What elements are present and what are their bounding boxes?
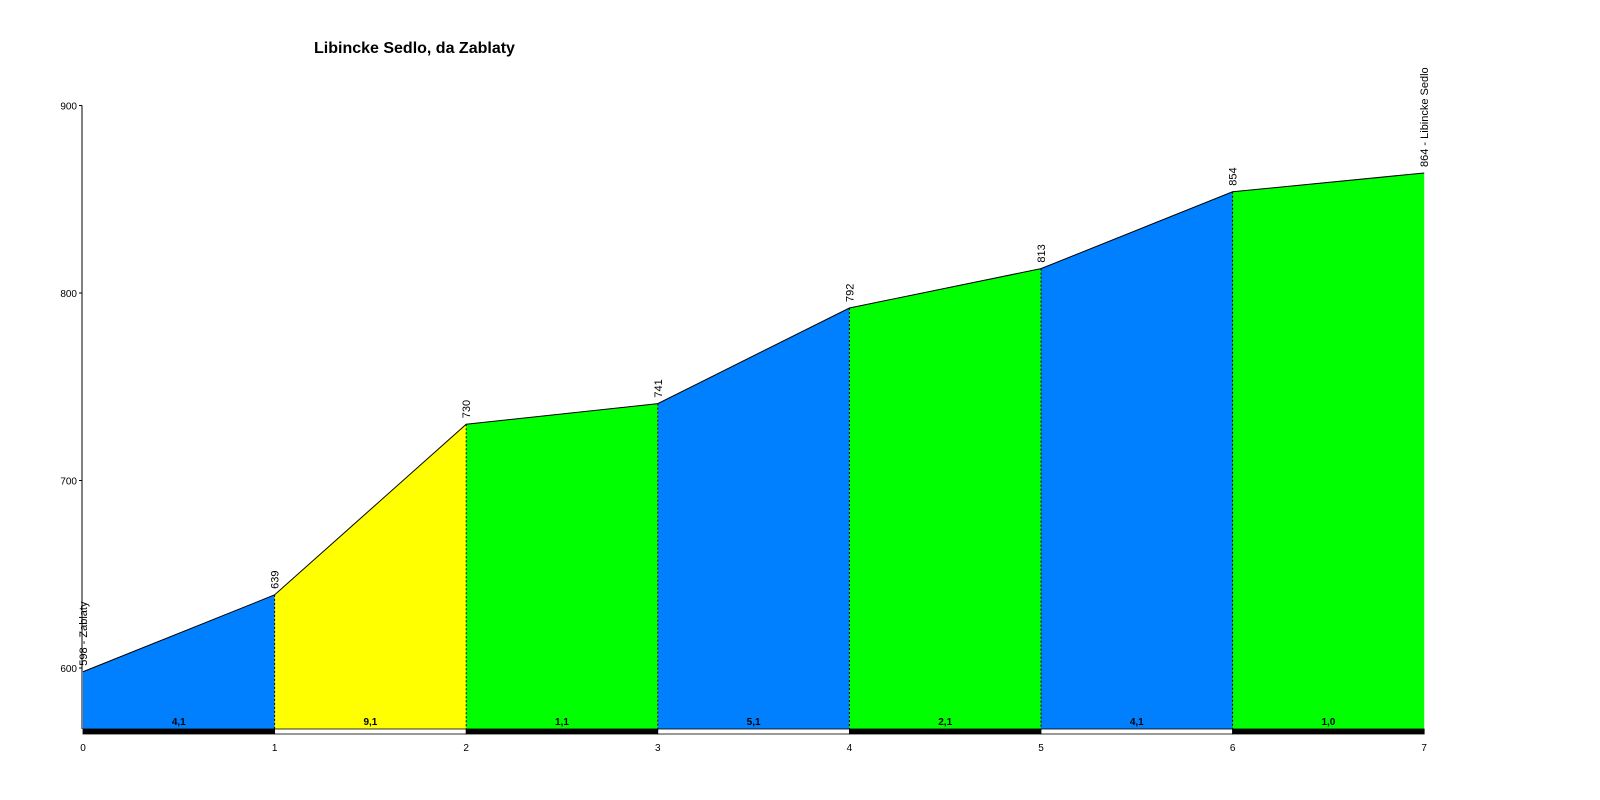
x-tick-label: 2 <box>463 743 469 754</box>
y-tick-label: 800 <box>60 289 77 300</box>
elevation-labels: 598 - Zablaty 639 730 741 792 813 854 864 - Lib… <box>78 67 1431 665</box>
x-tick-label: 4 <box>847 743 853 754</box>
gradient-label: 5,1 <box>747 717 761 728</box>
x-tick-label: 0 <box>80 743 86 754</box>
x-tick-label: 6 <box>1230 743 1236 754</box>
y-tick-label: 600 <box>60 664 77 675</box>
distance-bar-segment <box>1232 728 1425 735</box>
x-tick-label: 5 <box>1038 743 1044 754</box>
segment-areas <box>82 172 1425 729</box>
distance-bar-segment <box>849 728 1042 735</box>
elevation-label: 598 - Zablaty <box>78 601 90 666</box>
elevation-label: 639 <box>270 571 282 589</box>
gradient-label: 4,1 <box>172 717 186 728</box>
x-tick-label: 1 <box>272 743 278 754</box>
y-tick-label: 700 <box>60 477 77 488</box>
distance-bar-segment <box>274 728 467 735</box>
y-tick-label: 900 <box>60 102 77 113</box>
distance-bar-segment <box>657 728 850 735</box>
elevation-label: 854 <box>1228 167 1240 185</box>
gradient-label: 1,1 <box>555 717 569 728</box>
distance-bar-segment <box>465 728 659 735</box>
profile-line <box>82 172 1425 673</box>
gradient-label: 9,1 <box>363 717 377 728</box>
segment-area <box>657 308 850 729</box>
segment-area <box>466 403 658 729</box>
segment-area <box>1232 173 1425 729</box>
distance-bar-segment <box>1040 728 1234 735</box>
distance-bar: 4,1 9,1 1,1 5,1 2,1 4,1 1,0 <box>82 717 1425 735</box>
gradient-label: 2,1 <box>938 717 952 728</box>
axes: 600 700 800 900 0 1 2 3 4 5 6 7 <box>60 102 1427 755</box>
x-tick-label: 7 <box>1421 743 1427 754</box>
elevation-label: 741 <box>653 379 665 397</box>
elevation-label: 792 <box>844 284 856 302</box>
elevation-label: 864 - Libincke Sedlo <box>1419 67 1431 167</box>
segment-area <box>1041 191 1233 729</box>
segment-area <box>849 268 1041 729</box>
elevation-label: 813 <box>1036 244 1048 262</box>
gradient-label: 1,0 <box>1321 717 1335 728</box>
chart-title: Libincke Sedlo, da Zablaty <box>314 40 515 57</box>
segment-area <box>83 594 275 729</box>
x-tick-label: 3 <box>655 743 661 754</box>
distance-bar-segment <box>82 728 276 735</box>
elevation-label: 730 <box>461 400 473 418</box>
gradient-label: 4,1 <box>1130 717 1144 728</box>
segment-area <box>274 424 467 729</box>
